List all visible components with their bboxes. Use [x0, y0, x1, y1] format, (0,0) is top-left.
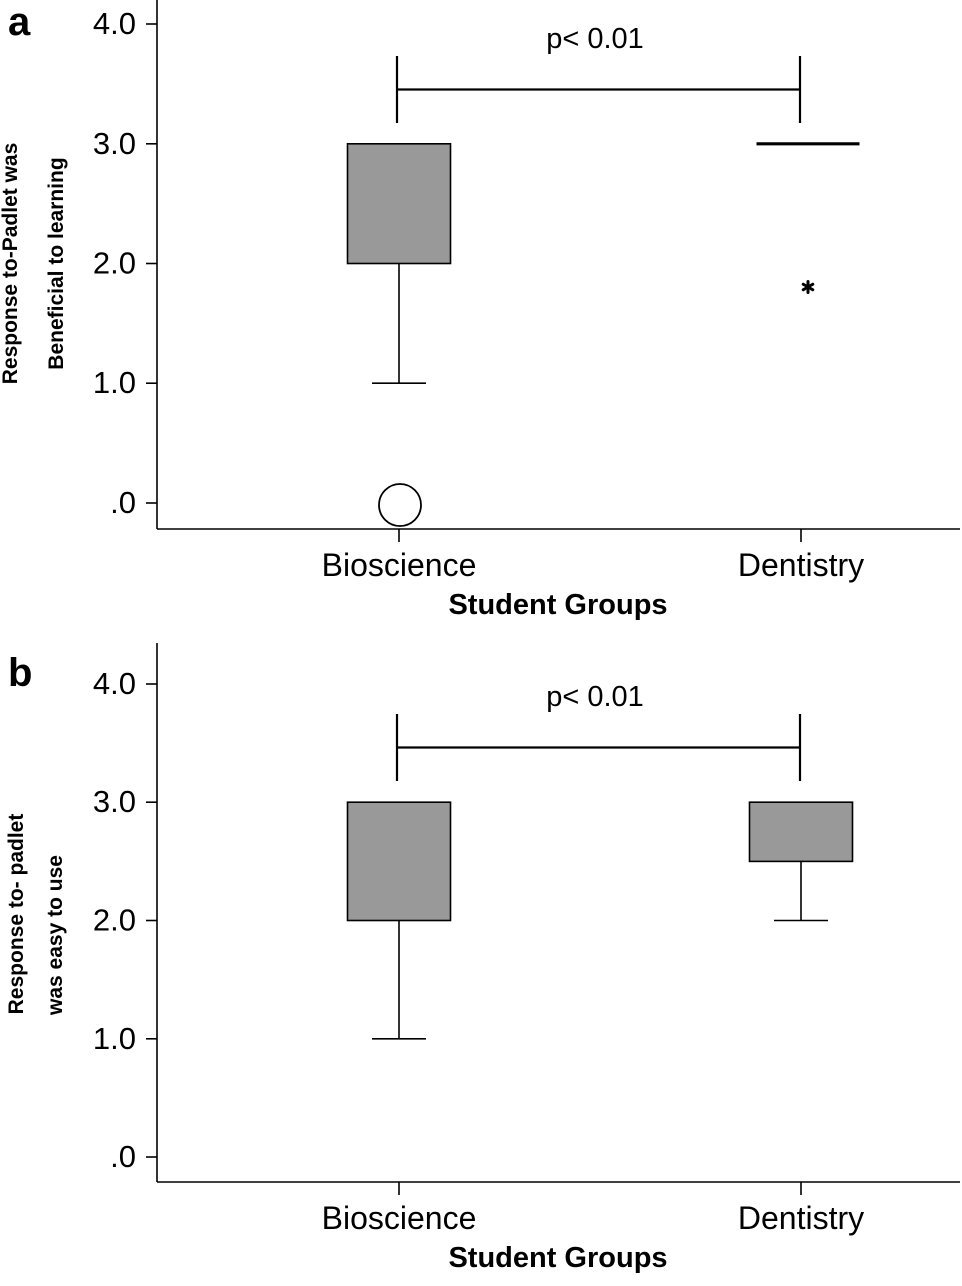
- svg-text:3.0: 3.0: [93, 784, 136, 819]
- svg-text:4.0: 4.0: [93, 6, 136, 41]
- svg-text:3.0: 3.0: [93, 126, 136, 161]
- svg-text:b: b: [8, 651, 32, 695]
- svg-text:.0: .0: [110, 485, 136, 520]
- svg-text:Dentistry: Dentistry: [738, 1200, 864, 1236]
- svg-text:.0: .0: [110, 1139, 136, 1174]
- svg-text:1.0: 1.0: [93, 1021, 136, 1056]
- svg-text:2.0: 2.0: [93, 903, 136, 938]
- svg-text:Bioscience: Bioscience: [322, 1200, 477, 1236]
- svg-text:Student Groups: Student Groups: [448, 1242, 667, 1274]
- svg-text:Bioscience: Bioscience: [322, 547, 477, 583]
- svg-text:Dentistry: Dentistry: [738, 547, 864, 583]
- svg-text:1.0: 1.0: [93, 365, 136, 400]
- svg-text:p< 0.01: p< 0.01: [546, 23, 644, 55]
- svg-text:p< 0.01: p< 0.01: [546, 681, 644, 713]
- svg-text:4.0: 4.0: [93, 666, 136, 701]
- svg-text:Student Groups: Student Groups: [448, 589, 667, 621]
- svg-text:a: a: [8, 0, 31, 44]
- svg-text:2.0: 2.0: [93, 246, 136, 281]
